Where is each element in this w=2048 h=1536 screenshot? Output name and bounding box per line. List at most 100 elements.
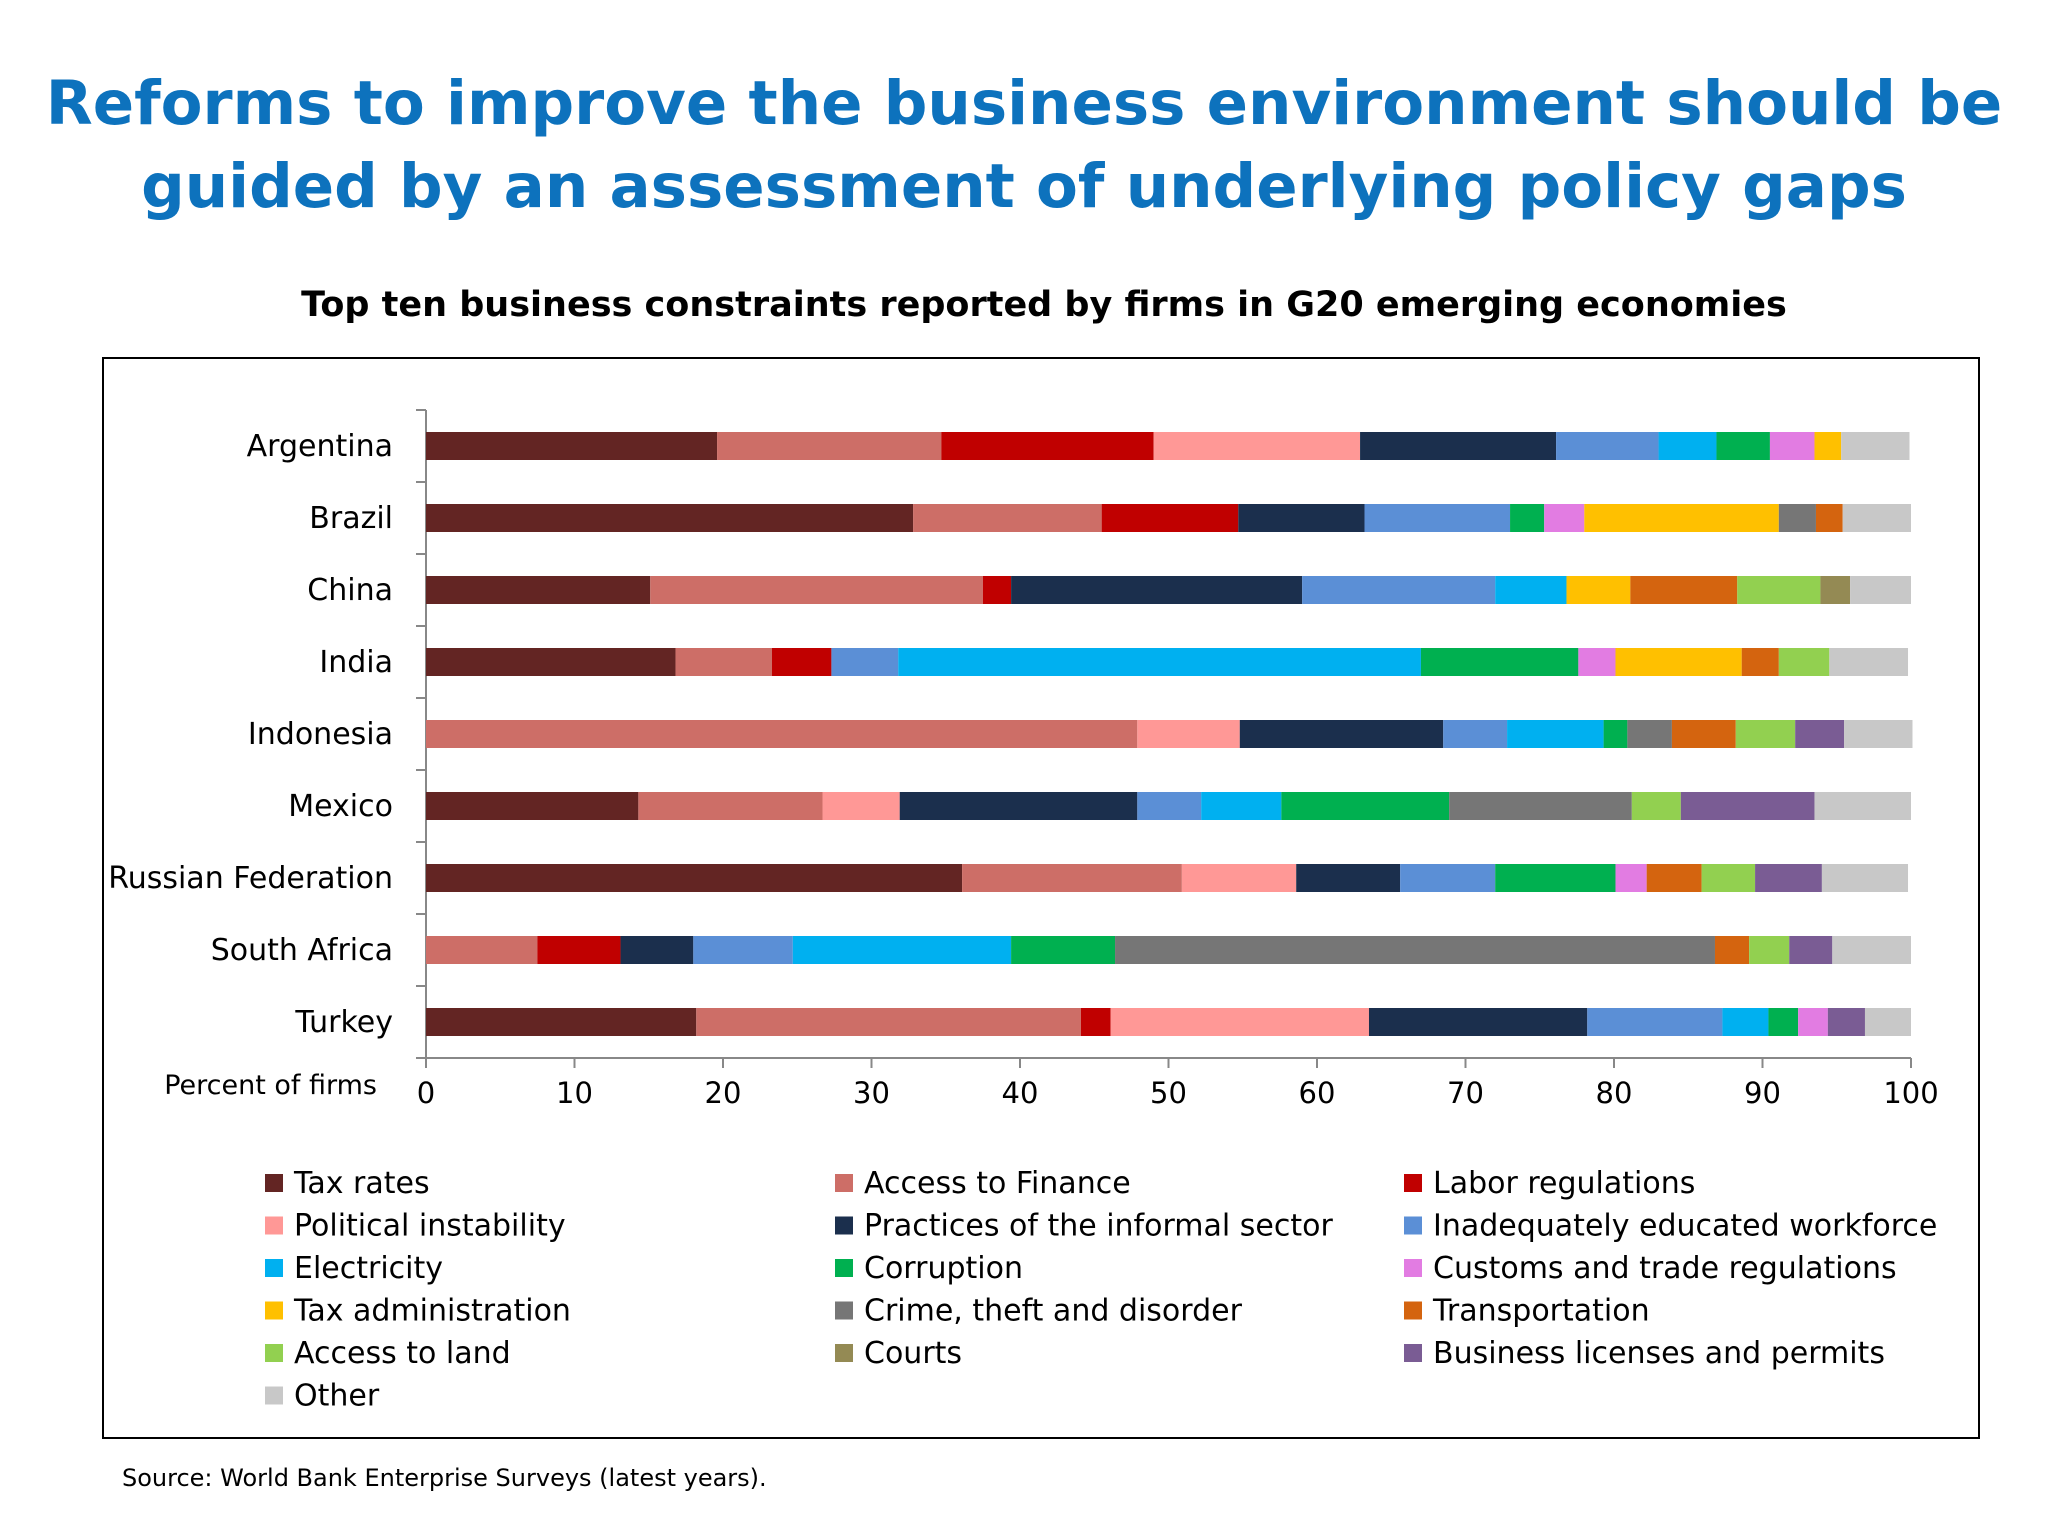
bar-segment bbox=[696, 1008, 1081, 1036]
bar-segment bbox=[537, 936, 621, 964]
bar-segment bbox=[1011, 576, 1303, 604]
legend-swatch bbox=[1404, 1259, 1422, 1277]
y-category-label: Indonesia bbox=[248, 717, 393, 752]
legend-swatch bbox=[1404, 1216, 1422, 1235]
bar-segment bbox=[1735, 720, 1796, 748]
bar-segment bbox=[1449, 792, 1632, 820]
bar-segment bbox=[1615, 864, 1647, 892]
x-axis-label: Percent of firms bbox=[164, 1070, 377, 1101]
bar-segment bbox=[1829, 648, 1909, 676]
bar-segment bbox=[941, 432, 1154, 460]
bar-segment bbox=[1137, 720, 1240, 748]
legend-label: Other bbox=[294, 1379, 380, 1414]
legend-swatch bbox=[1404, 1174, 1422, 1192]
legend-label: Transportation bbox=[1432, 1294, 1650, 1329]
x-tick-label: 20 bbox=[705, 1076, 742, 1110]
bar-segment bbox=[1716, 432, 1770, 460]
legend-label: Political instability bbox=[294, 1209, 566, 1244]
bar-segment bbox=[899, 792, 1138, 820]
y-category-label: China bbox=[307, 573, 393, 608]
bar-segment bbox=[1507, 720, 1604, 748]
bar-segment bbox=[1630, 576, 1738, 604]
bar-segment bbox=[1646, 864, 1702, 892]
legend-swatch bbox=[265, 1259, 283, 1277]
bar-segment bbox=[620, 936, 694, 964]
bar-segment bbox=[1814, 432, 1842, 460]
bar-segment bbox=[1815, 504, 1843, 532]
legend-label: Access to land bbox=[294, 1336, 511, 1371]
bar-segment bbox=[1587, 1008, 1723, 1036]
bar-segment bbox=[1495, 864, 1616, 892]
x-tick-label: 10 bbox=[556, 1076, 593, 1110]
bar-segment bbox=[1239, 720, 1444, 748]
bar-segment bbox=[1238, 504, 1365, 532]
bar-segment bbox=[1544, 504, 1585, 532]
bar-segment bbox=[675, 648, 773, 676]
bar-segment bbox=[1153, 432, 1361, 460]
bar-segment bbox=[1769, 432, 1815, 460]
bar-segment bbox=[1827, 1008, 1865, 1036]
bar-segment bbox=[426, 936, 538, 964]
chart-title: Top ten business constraints reported by… bbox=[301, 285, 1787, 325]
legend-swatch bbox=[1404, 1344, 1422, 1362]
legend-swatch bbox=[835, 1301, 853, 1320]
bar-segment bbox=[1749, 936, 1790, 964]
bar-segment bbox=[1364, 504, 1511, 532]
bar-segment bbox=[426, 576, 651, 604]
legend-label: Courts bbox=[864, 1336, 962, 1371]
bar-segment bbox=[1841, 432, 1910, 460]
bar-segment bbox=[638, 792, 823, 820]
bar-segment bbox=[1832, 936, 1911, 964]
bar-segment bbox=[1603, 720, 1628, 748]
title-line-1: Reforms to improve the business environm… bbox=[45, 68, 2003, 139]
bar-segment bbox=[1798, 1008, 1828, 1036]
bar-segment bbox=[693, 936, 793, 964]
y-category-label: India bbox=[319, 645, 393, 680]
bar-segment bbox=[650, 576, 983, 604]
bar-segment bbox=[898, 648, 1421, 676]
y-category-label: Brazil bbox=[309, 501, 393, 536]
bar-segment bbox=[1137, 792, 1202, 820]
bar-segment bbox=[1368, 1008, 1588, 1036]
legend-swatch bbox=[835, 1174, 853, 1192]
bar-segment bbox=[426, 648, 676, 676]
legend-swatch bbox=[265, 1344, 283, 1362]
bar-segment bbox=[1778, 504, 1816, 532]
bar-segment bbox=[1296, 864, 1401, 892]
legend-swatch bbox=[265, 1301, 283, 1320]
chart-frame bbox=[102, 357, 1980, 1439]
bar-segment bbox=[1795, 720, 1845, 748]
page-title: Reforms to improve the business environm… bbox=[0, 62, 2048, 228]
bar-segment bbox=[1566, 576, 1631, 604]
y-category-label: Turkey bbox=[294, 1005, 393, 1040]
bar-segment bbox=[1181, 864, 1297, 892]
bar-segment bbox=[1680, 792, 1815, 820]
bar-segment bbox=[913, 504, 1102, 532]
bar-segment bbox=[1820, 576, 1851, 604]
legend-swatch bbox=[265, 1216, 283, 1235]
bar-segment bbox=[1420, 648, 1579, 676]
y-category-label: Mexico bbox=[288, 789, 393, 824]
x-tick-label: 40 bbox=[1002, 1076, 1039, 1110]
bar-segment bbox=[792, 936, 1012, 964]
title-line-2: guided by an assessment of underlying po… bbox=[141, 151, 1907, 222]
bar-segment bbox=[1701, 864, 1756, 892]
bar-segment bbox=[1443, 720, 1508, 748]
bar-segment bbox=[717, 432, 942, 460]
legend-label: Access to Finance bbox=[864, 1166, 1131, 1201]
bar-segment bbox=[426, 432, 718, 460]
bar-segment bbox=[426, 720, 1138, 748]
legend-swatch bbox=[265, 1386, 283, 1405]
bar-segment bbox=[1714, 936, 1750, 964]
bar-segment bbox=[1360, 432, 1557, 460]
bar-segment bbox=[1755, 864, 1822, 892]
bar-segment bbox=[1722, 1008, 1769, 1036]
bar-segment bbox=[1814, 792, 1911, 820]
bar-segment bbox=[1789, 936, 1833, 964]
legend-label: Business licenses and permits bbox=[1433, 1336, 1885, 1371]
bar-segment bbox=[1627, 720, 1672, 748]
bar-segment bbox=[1737, 576, 1821, 604]
bar-segment bbox=[1556, 432, 1659, 460]
legend-label: Tax rates bbox=[293, 1166, 430, 1201]
